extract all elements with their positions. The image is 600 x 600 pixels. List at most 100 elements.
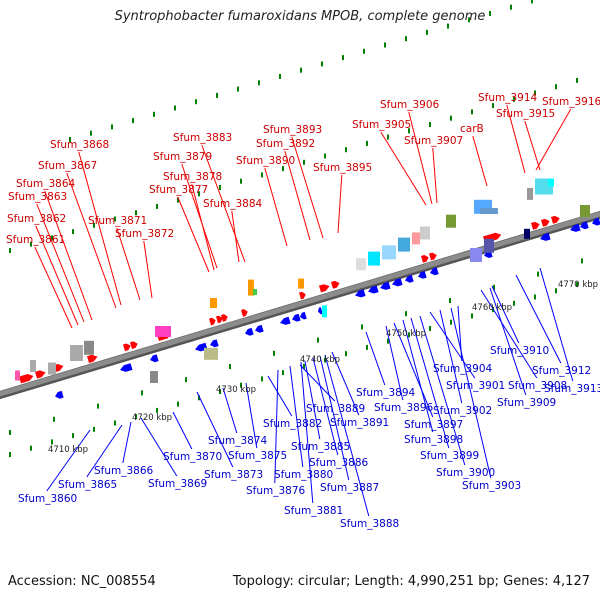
forward-gene-arrow[interactable] bbox=[215, 315, 224, 324]
forward-gene-arrow bbox=[540, 218, 551, 227]
forward-gene-arrow bbox=[215, 315, 224, 324]
gene-leader-line bbox=[66, 172, 117, 309]
forward-gene-arrow[interactable] bbox=[240, 308, 249, 317]
reverse-gene-arrow[interactable] bbox=[291, 313, 301, 323]
forward-gene-arrow[interactable] bbox=[86, 353, 99, 363]
reverse-gene-arrow bbox=[579, 221, 589, 230]
forward-gene-arrow bbox=[122, 342, 132, 352]
forward-gene-arrow[interactable] bbox=[34, 369, 47, 379]
gene-label: Sfum_3873 bbox=[204, 469, 263, 481]
gene-label: Sfum_3909 bbox=[497, 397, 556, 409]
gene-leader-line bbox=[506, 104, 526, 174]
forward-gene-arrow[interactable] bbox=[298, 291, 307, 300]
feature-box bbox=[322, 305, 327, 318]
gene-leader-line bbox=[291, 136, 324, 239]
gene-label: Sfum_3913 bbox=[544, 383, 600, 395]
forward-gene-arrow[interactable] bbox=[129, 340, 139, 350]
reverse-gene-arrow[interactable] bbox=[119, 363, 133, 373]
gene-label: Sfum_3900 bbox=[436, 467, 495, 479]
reverse-gene-arrow[interactable] bbox=[429, 267, 439, 276]
reverse-gene-arrow[interactable] bbox=[379, 281, 391, 292]
gene-leader-line bbox=[231, 210, 240, 263]
forward-gene-arrow[interactable] bbox=[420, 254, 430, 263]
forward-gene-arrow[interactable] bbox=[208, 317, 217, 326]
forward-gene-arrow[interactable] bbox=[428, 252, 438, 261]
gene-label: Sfum_3861 bbox=[6, 234, 65, 246]
gene-label: Sfum_3899 bbox=[420, 450, 479, 462]
gene-leader-line bbox=[337, 174, 343, 234]
gene-leader-line bbox=[289, 365, 304, 468]
forward-gene-arrow[interactable] bbox=[122, 342, 132, 352]
reverse-gene-arrow[interactable] bbox=[391, 278, 403, 288]
reverse-gene-arrow[interactable] bbox=[354, 289, 366, 299]
reverse-gene-arrow[interactable] bbox=[417, 270, 427, 280]
gene-leader-line bbox=[324, 354, 370, 517]
reverse-gene-arrow bbox=[391, 278, 403, 288]
feature-box bbox=[398, 237, 410, 252]
gene-label: Sfum_3910 bbox=[490, 345, 549, 357]
gene-leader-line bbox=[300, 361, 314, 504]
forward-gene-arrow[interactable] bbox=[550, 215, 561, 224]
forward-gene-arrow[interactable] bbox=[220, 313, 229, 322]
reverse-gene-arrow[interactable] bbox=[317, 307, 323, 315]
reverse-gene-arrow[interactable] bbox=[569, 223, 581, 234]
gene-label: Sfum_3884 bbox=[203, 198, 263, 210]
feature-box bbox=[484, 238, 494, 253]
gene-label: Sfum_3905 bbox=[352, 119, 411, 131]
scale-label: 4770 kbp bbox=[558, 280, 598, 290]
feature-box bbox=[48, 362, 56, 375]
gene-leader-line bbox=[44, 190, 93, 321]
gene-label: Sfum_3889 bbox=[306, 403, 365, 415]
gene-label: Sfum_3888 bbox=[340, 518, 399, 530]
reverse-gene-arrow[interactable] bbox=[367, 285, 379, 295]
forward-gene-arrow bbox=[318, 283, 331, 293]
forward-gene-arrow[interactable] bbox=[318, 283, 331, 293]
gene-leader-line bbox=[143, 240, 153, 299]
reverse-gene-arrow[interactable] bbox=[279, 316, 291, 327]
feature-box bbox=[382, 245, 396, 260]
gene-leader-line bbox=[78, 151, 122, 306]
gene-leader-line bbox=[524, 120, 541, 171]
gene-label: Sfum_3914 bbox=[478, 92, 538, 104]
forward-gene-arrow[interactable] bbox=[530, 221, 541, 230]
gene-leader-line bbox=[299, 364, 336, 402]
feature-box bbox=[70, 345, 83, 361]
forward-gene-arrow bbox=[420, 254, 430, 263]
gene-label: Sfum_3865 bbox=[58, 479, 117, 491]
reverse-gene-arrow bbox=[354, 289, 366, 299]
gene-leader-line bbox=[172, 411, 193, 450]
feature-box bbox=[580, 205, 590, 217]
reverse-gene-arrow[interactable] bbox=[244, 327, 254, 337]
gene-label: Sfum_3876 bbox=[246, 485, 306, 497]
gene-leader-line bbox=[385, 325, 404, 401]
reverse-gene-arrow[interactable] bbox=[54, 390, 64, 400]
forward-gene-arrow[interactable] bbox=[540, 218, 551, 227]
feature-box bbox=[368, 251, 380, 266]
reverse-gene-arrow[interactable] bbox=[254, 324, 264, 334]
reverse-gene-arrow[interactable] bbox=[591, 217, 600, 227]
reverse-gene-arrow[interactable] bbox=[149, 354, 159, 363]
reverse-gene-arrow bbox=[317, 307, 323, 315]
gene-label: Sfum_3877 bbox=[149, 184, 208, 196]
reverse-gene-arrow[interactable] bbox=[404, 274, 414, 284]
gene-label: Sfum_3871 bbox=[88, 215, 147, 227]
reverse-gene-arrow[interactable] bbox=[299, 311, 307, 320]
gene-leader-line bbox=[472, 135, 488, 187]
forward-gene-arrow[interactable] bbox=[330, 280, 341, 289]
forward-gene-arrow bbox=[86, 353, 99, 363]
accession-label: Accession: NC_008554 bbox=[8, 574, 156, 589]
gene-leader-line bbox=[201, 144, 246, 263]
gene-leader-line bbox=[116, 227, 141, 301]
scale-label: 4750 kbp bbox=[386, 329, 426, 339]
gene-label: Sfum_3879 bbox=[153, 151, 212, 163]
reverse-gene-arrow[interactable] bbox=[209, 339, 219, 348]
forward-gene-arrow[interactable] bbox=[18, 373, 34, 384]
reverse-gene-arrow bbox=[379, 281, 391, 292]
forward-gene-arrow bbox=[428, 252, 438, 261]
gene-label: Sfum_3875 bbox=[228, 450, 287, 462]
reverse-gene-arrow[interactable] bbox=[579, 221, 589, 230]
gene-label: Sfum_3891 bbox=[330, 417, 389, 429]
gene-label: Sfum_3893 bbox=[263, 124, 322, 136]
reverse-gene-arrow[interactable] bbox=[539, 232, 551, 243]
